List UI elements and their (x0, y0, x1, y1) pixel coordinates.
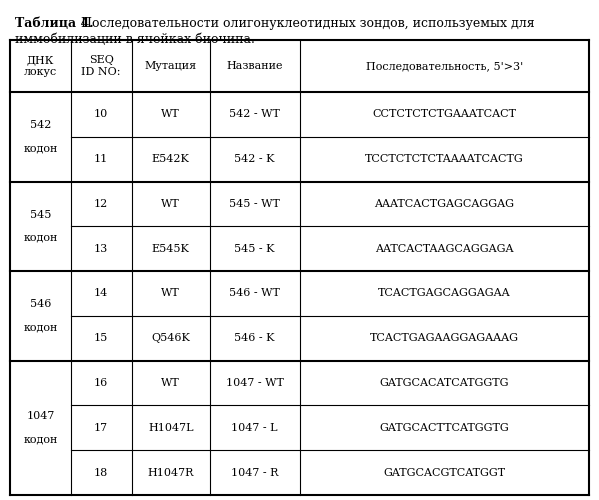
Text: 546 - K: 546 - K (234, 334, 275, 344)
Text: AATCACTAAGCAGGAGA: AATCACTAAGCAGGAGA (375, 244, 513, 254)
Text: 17: 17 (94, 423, 108, 433)
Text: WT: WT (161, 199, 180, 209)
Text: WT: WT (161, 378, 180, 388)
Text: ДНК
локус: ДНК локус (24, 55, 57, 77)
Text: Мутация: Мутация (144, 61, 196, 71)
Text: 545 - WT: 545 - WT (229, 199, 280, 209)
Text: GATGCACGTCATGGT: GATGCACGTCATGGT (383, 468, 506, 477)
Text: 1047 - WT: 1047 - WT (226, 378, 283, 388)
Text: 12: 12 (94, 199, 108, 209)
Text: 546

кодон: 546 кодон (23, 300, 58, 332)
Text: WT: WT (161, 110, 180, 120)
Text: TCCTCTCTCTAAAATCACTG: TCCTCTCTCTAAAATCACTG (365, 154, 524, 164)
Text: SEQ
ID NO:: SEQ ID NO: (81, 55, 121, 77)
Text: 14: 14 (94, 288, 108, 298)
Text: 545 - K: 545 - K (234, 244, 275, 254)
Text: CCTCTCTCTGAAATCACT: CCTCTCTCTGAAATCACT (372, 110, 516, 120)
Text: 542 - K: 542 - K (234, 154, 275, 164)
Text: 15: 15 (94, 334, 108, 344)
Text: Последовательности олигонуклеотидных зондов, используемых для: Последовательности олигонуклеотидных зон… (81, 17, 535, 30)
Text: GATGCACTTCATGGTG: GATGCACTTCATGGTG (379, 423, 509, 433)
Text: GATGCACATCATGGTG: GATGCACATCATGGTG (380, 378, 509, 388)
Text: Название: Название (226, 61, 283, 71)
Text: AAATCACTGAGCAGGAG: AAATCACTGAGCAGGAG (374, 199, 515, 209)
Text: H1047L: H1047L (148, 423, 193, 433)
Text: 1047 - R: 1047 - R (231, 468, 279, 477)
Text: TCACTGAGAAGGAGAAAG: TCACTGAGAAGGAGAAAG (370, 334, 519, 344)
Text: 10: 10 (94, 110, 108, 120)
Text: 11: 11 (94, 154, 108, 164)
Text: 1047

кодон: 1047 кодон (23, 411, 58, 444)
Text: WT: WT (161, 288, 180, 298)
Text: 546 - WT: 546 - WT (229, 288, 280, 298)
Text: Q546K: Q546K (151, 334, 190, 344)
Text: 18: 18 (94, 468, 108, 477)
Text: TCACTGAGCAGGAGAA: TCACTGAGCAGGAGAA (378, 288, 510, 298)
Text: 542 - WT: 542 - WT (229, 110, 280, 120)
Text: 1047 - L: 1047 - L (231, 423, 278, 433)
Text: 16: 16 (94, 378, 108, 388)
Text: иммобилизации в ячейках биочипа.: иммобилизации в ячейках биочипа. (15, 33, 255, 46)
Text: E542K: E542K (152, 154, 190, 164)
Text: 13: 13 (94, 244, 108, 254)
Text: Таблица 4.: Таблица 4. (15, 17, 93, 30)
Text: 542

кодон: 542 кодон (23, 120, 58, 154)
Text: H1047R: H1047R (147, 468, 194, 477)
Text: Последовательность, 5'>3': Последовательность, 5'>3' (365, 61, 523, 71)
Text: E545K: E545K (152, 244, 190, 254)
Text: 545

кодон: 545 кодон (23, 210, 58, 243)
